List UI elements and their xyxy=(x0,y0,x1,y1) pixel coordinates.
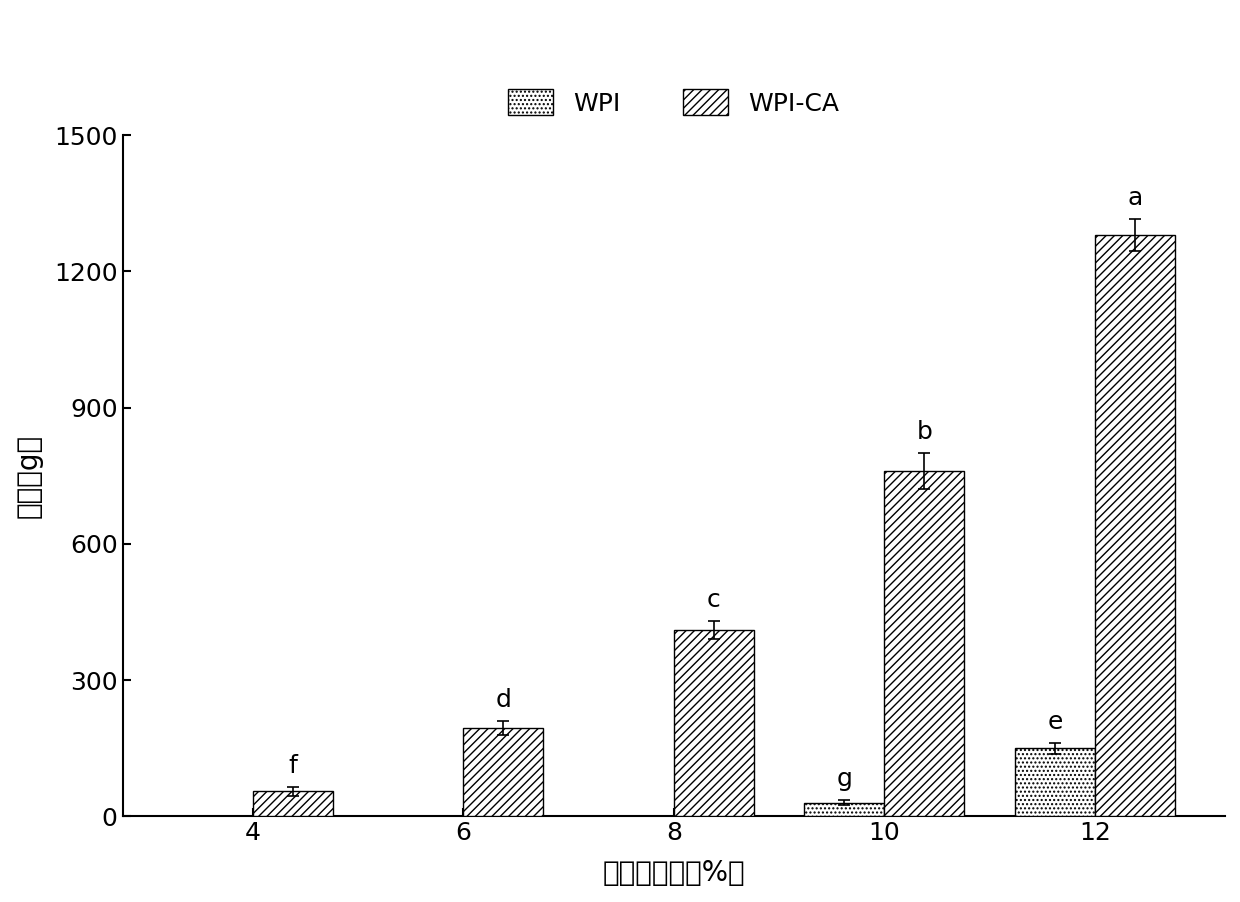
Bar xyxy=(1095,235,1174,816)
Text: e: e xyxy=(1048,710,1063,733)
Text: c: c xyxy=(707,588,720,612)
Bar xyxy=(805,803,884,816)
Text: b: b xyxy=(916,420,932,444)
Legend: WPI, WPI-CA: WPI, WPI-CA xyxy=(498,79,849,125)
Text: a: a xyxy=(1127,186,1142,210)
X-axis label: 蛋白质浓度（%）: 蛋白质浓度（%） xyxy=(603,859,745,887)
Text: g: g xyxy=(837,768,852,791)
Bar xyxy=(884,471,965,816)
Bar xyxy=(253,791,332,816)
Text: d: d xyxy=(495,688,511,712)
Y-axis label: 硬度（g）: 硬度（g） xyxy=(15,434,43,518)
Bar xyxy=(1014,748,1095,816)
Bar xyxy=(673,630,754,816)
Text: f: f xyxy=(288,754,298,778)
Bar xyxy=(464,728,543,816)
